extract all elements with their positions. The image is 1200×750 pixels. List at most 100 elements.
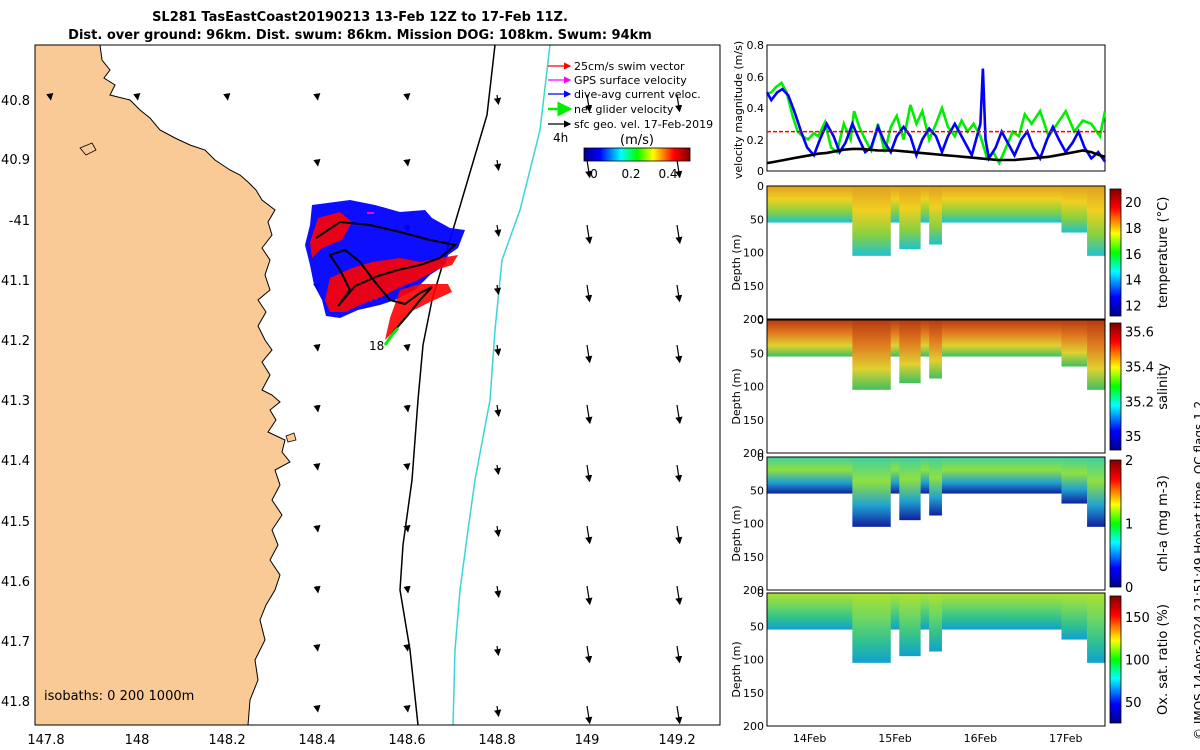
legend-dive-avg: dive-avg current veloc. [574,88,701,101]
sfc-velocity-arrow [585,404,593,425]
speed-colorbar-tick: 0.4 [658,167,677,181]
section-deep-profile [929,320,942,379]
sfc-velocity-arrow [585,284,593,303]
speed-colorbar-tick: 0.2 [621,167,640,181]
colorbar-tick: 20 [1125,196,1142,211]
section-colorbar [1109,188,1122,317]
surface-velocity-vectors [46,93,683,725]
map-x-tick: 148 [125,733,150,748]
velocity-y-tick: 0.2 [747,134,765,147]
map-y-tick: 41.1 [1,274,30,289]
section-deep-profile [1061,457,1088,504]
depth-tick: 200 [743,584,764,597]
legend-swim-vector: 25cm/s swim vector [574,60,685,73]
map-x-tick: 148.8 [478,733,515,748]
velocity-y-tick: 0.6 [747,71,765,84]
legend-gps-velocity: GPS surface velocity [574,74,687,87]
sfc-velocity-arrow [403,585,411,594]
section-deep-profile [929,593,942,652]
map-y-tick: 40.8 [1,94,30,109]
map-y-ticks: 40.8 40.9 -41 41.1 41.2 41.3 41.4 41.5 4… [1,94,30,710]
map-y-tick: 41.2 [1,334,30,349]
map-x-tick: 149.2 [658,733,695,748]
sfc-velocity-arrow [585,705,593,725]
section-deep-profile [1087,186,1105,256]
sfc-velocity-arrow [403,404,411,413]
sfc-velocity-arrow [46,93,54,101]
legend-net-velocity: net glider velocity [574,103,674,116]
velocity-y-tick: 0 [757,165,764,178]
colorbar-label: temperature (°C) [1156,197,1171,309]
velocity-series [765,68,1107,167]
colorbar-tick: 14 [1125,274,1142,289]
section-deep-profile [852,320,891,390]
colorbar-label: Ox. sat. ratio (%) [1156,604,1171,715]
section-deep-profile [1061,320,1088,367]
section-deep-profile [899,593,921,657]
depth-tick: 100 [743,247,764,260]
sfc-velocity-arrow [313,93,321,101]
section-deep-profile [1061,186,1088,233]
depth-axis-label: Depth (m) [730,234,743,290]
map-y-tick: -41 [9,214,30,229]
depth-tick: 50 [750,213,764,226]
section-deep-profile [899,186,921,250]
section-colorbar [1109,322,1122,451]
section-deep-profile [852,186,891,256]
depth-tick: 200 [743,720,764,733]
map-x-tick: 148.2 [208,733,245,748]
depth-tick: 150 [743,414,764,427]
map-panel: 18 isobaths: 0 200 1000m 25cm/s swim vec… [1,44,721,748]
section-frame [766,456,1106,591]
section-deep-profile [1087,593,1105,663]
map-y-tick: 41.3 [1,394,30,409]
depth-tick: 0 [757,180,764,193]
section-deep-profile [929,457,942,516]
section-deep-profile [1087,457,1105,527]
sfc-velocity-arrow [494,344,502,357]
sfc-velocity-arrow [133,93,141,101]
glider-path [315,220,458,341]
sfc-velocity-arrow [675,159,683,179]
sfc-velocity-arrow [494,705,502,718]
map-y-tick: 41.7 [1,635,30,650]
glider-track [305,200,465,346]
colorbar-tick: 100 [1125,654,1150,669]
section-deep-profile [899,457,921,521]
sfc-velocity-arrow [494,404,502,417]
colorbar-tick: 35.6 [1125,326,1154,341]
sfc-velocity-arrow [585,645,593,664]
colorbar-label: chl-a (mg m-3) [1156,475,1171,572]
velocity-y-tick: 0.8 [747,39,765,52]
isobath-1000m [452,45,551,725]
colorbar-tick: 12 [1125,300,1142,315]
small-island [79,142,97,156]
colorbar-units: (m/s) [620,133,654,148]
sfc-velocity-arrow [493,284,502,296]
imos-credit: © IMOS 14-Apr-2024 21:51:49 Hobart time.… [1192,401,1200,740]
velocity-y-label: velocity magnitude (m/s) [732,41,745,179]
colorbar-tick: 2 [1125,454,1133,469]
colorbar-tick: 0 [1125,581,1133,596]
sfc-velocity-arrow [675,404,683,425]
depth-tick: 0 [757,587,764,600]
sfc-velocity-arrow [403,158,411,167]
map-y-tick: 41.5 [1,515,30,530]
map-y-tick: 41.8 [1,695,30,710]
speed-colorbar [583,147,691,162]
sfc-velocity-arrow [494,525,502,538]
colorbar-label: salinity [1156,363,1171,410]
sfc-velocity-arrow [313,585,321,594]
velocity-series-line [765,68,1107,163]
depth-axis-label: Depth (m) [730,505,743,561]
date-tick: 14Feb [793,732,826,745]
velocity-panel: 0 0.2 0.4 0.6 0.8 velocity magnitude (m/… [732,39,1107,179]
land-tasmania [35,45,291,725]
depth-tick: 0 [757,451,764,464]
map-x-tick: 147.8 [27,733,64,748]
depth-tick: 200 [743,313,764,326]
depth-tick: 150 [743,687,764,700]
sfc-velocity-arrow [403,343,411,352]
sfc-velocity-arrow [493,464,502,476]
